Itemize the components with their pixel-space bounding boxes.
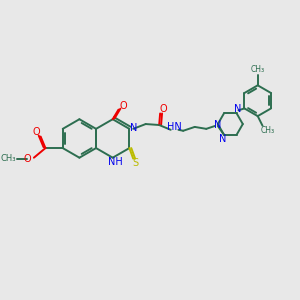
Text: N: N <box>130 123 137 133</box>
Text: O: O <box>119 101 127 111</box>
Text: O: O <box>23 154 31 164</box>
Text: N: N <box>214 120 221 130</box>
Text: O: O <box>32 127 40 137</box>
Text: S: S <box>132 158 138 169</box>
Text: CH₃: CH₃ <box>250 65 265 74</box>
Text: CH₃: CH₃ <box>260 126 274 135</box>
Text: N: N <box>234 104 241 114</box>
Text: NH: NH <box>108 158 123 167</box>
Text: HN: HN <box>167 122 182 132</box>
Text: N: N <box>219 134 227 144</box>
Text: CH₃: CH₃ <box>0 154 16 163</box>
Text: O: O <box>159 104 167 114</box>
